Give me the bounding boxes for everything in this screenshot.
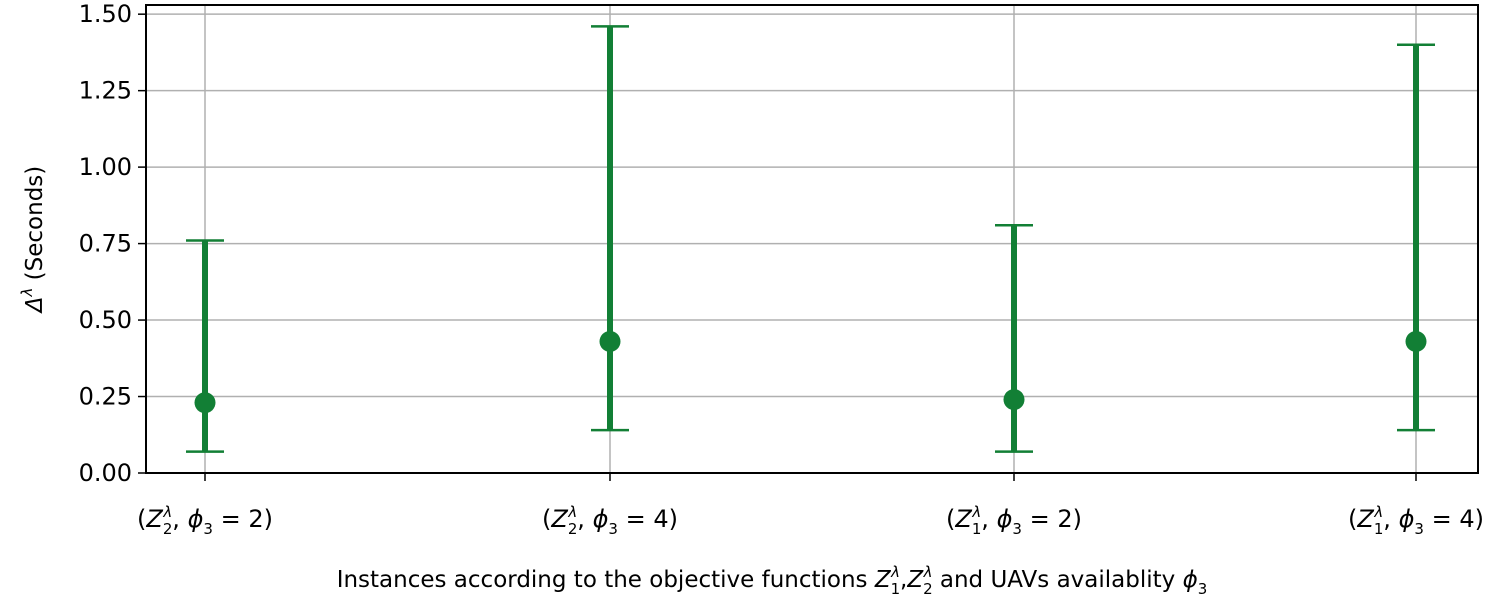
mean-point (1003, 389, 1025, 411)
x-tick-label: (Z2λ, ϕ3 = 4) (542, 503, 678, 538)
y-tick-label: 0.75 (79, 230, 132, 258)
errorbar-series (186, 25, 1435, 453)
y-axis: 0.00 0.25 0.50 0.75 1.00 1.25 1.50 (79, 0, 146, 487)
mean-point (599, 330, 621, 352)
y-tick-label: 1.00 (79, 153, 132, 181)
y-tick-label: 0.50 (79, 306, 132, 334)
x-tick-label: (Z2λ, ϕ3 = 2) (137, 503, 273, 538)
y-tick-label: 0.00 (79, 459, 132, 487)
y-axis-label: Δλ (Seconds) (18, 166, 48, 315)
mean-point (1405, 330, 1427, 352)
grid (146, 5, 1478, 474)
plot-frame (145, 4, 1479, 474)
y-tick-label: 0.25 (79, 383, 132, 411)
x-axis: (Z2λ, ϕ3 = 2) (Z2λ, ϕ3 = 4) (Z1λ, ϕ3 = 2) (… (137, 473, 1484, 538)
x-tick-label: (Z1λ, ϕ3 = 4) (1348, 503, 1484, 538)
x-tick-label: (Z1λ, ϕ3 = 2) (946, 503, 1082, 538)
y-tick-label: 1.25 (79, 77, 132, 105)
y-tick-label: 1.50 (79, 0, 132, 28)
x-axis-label: Instances according to the objective fun… (337, 563, 1208, 598)
mean-point (194, 392, 216, 414)
